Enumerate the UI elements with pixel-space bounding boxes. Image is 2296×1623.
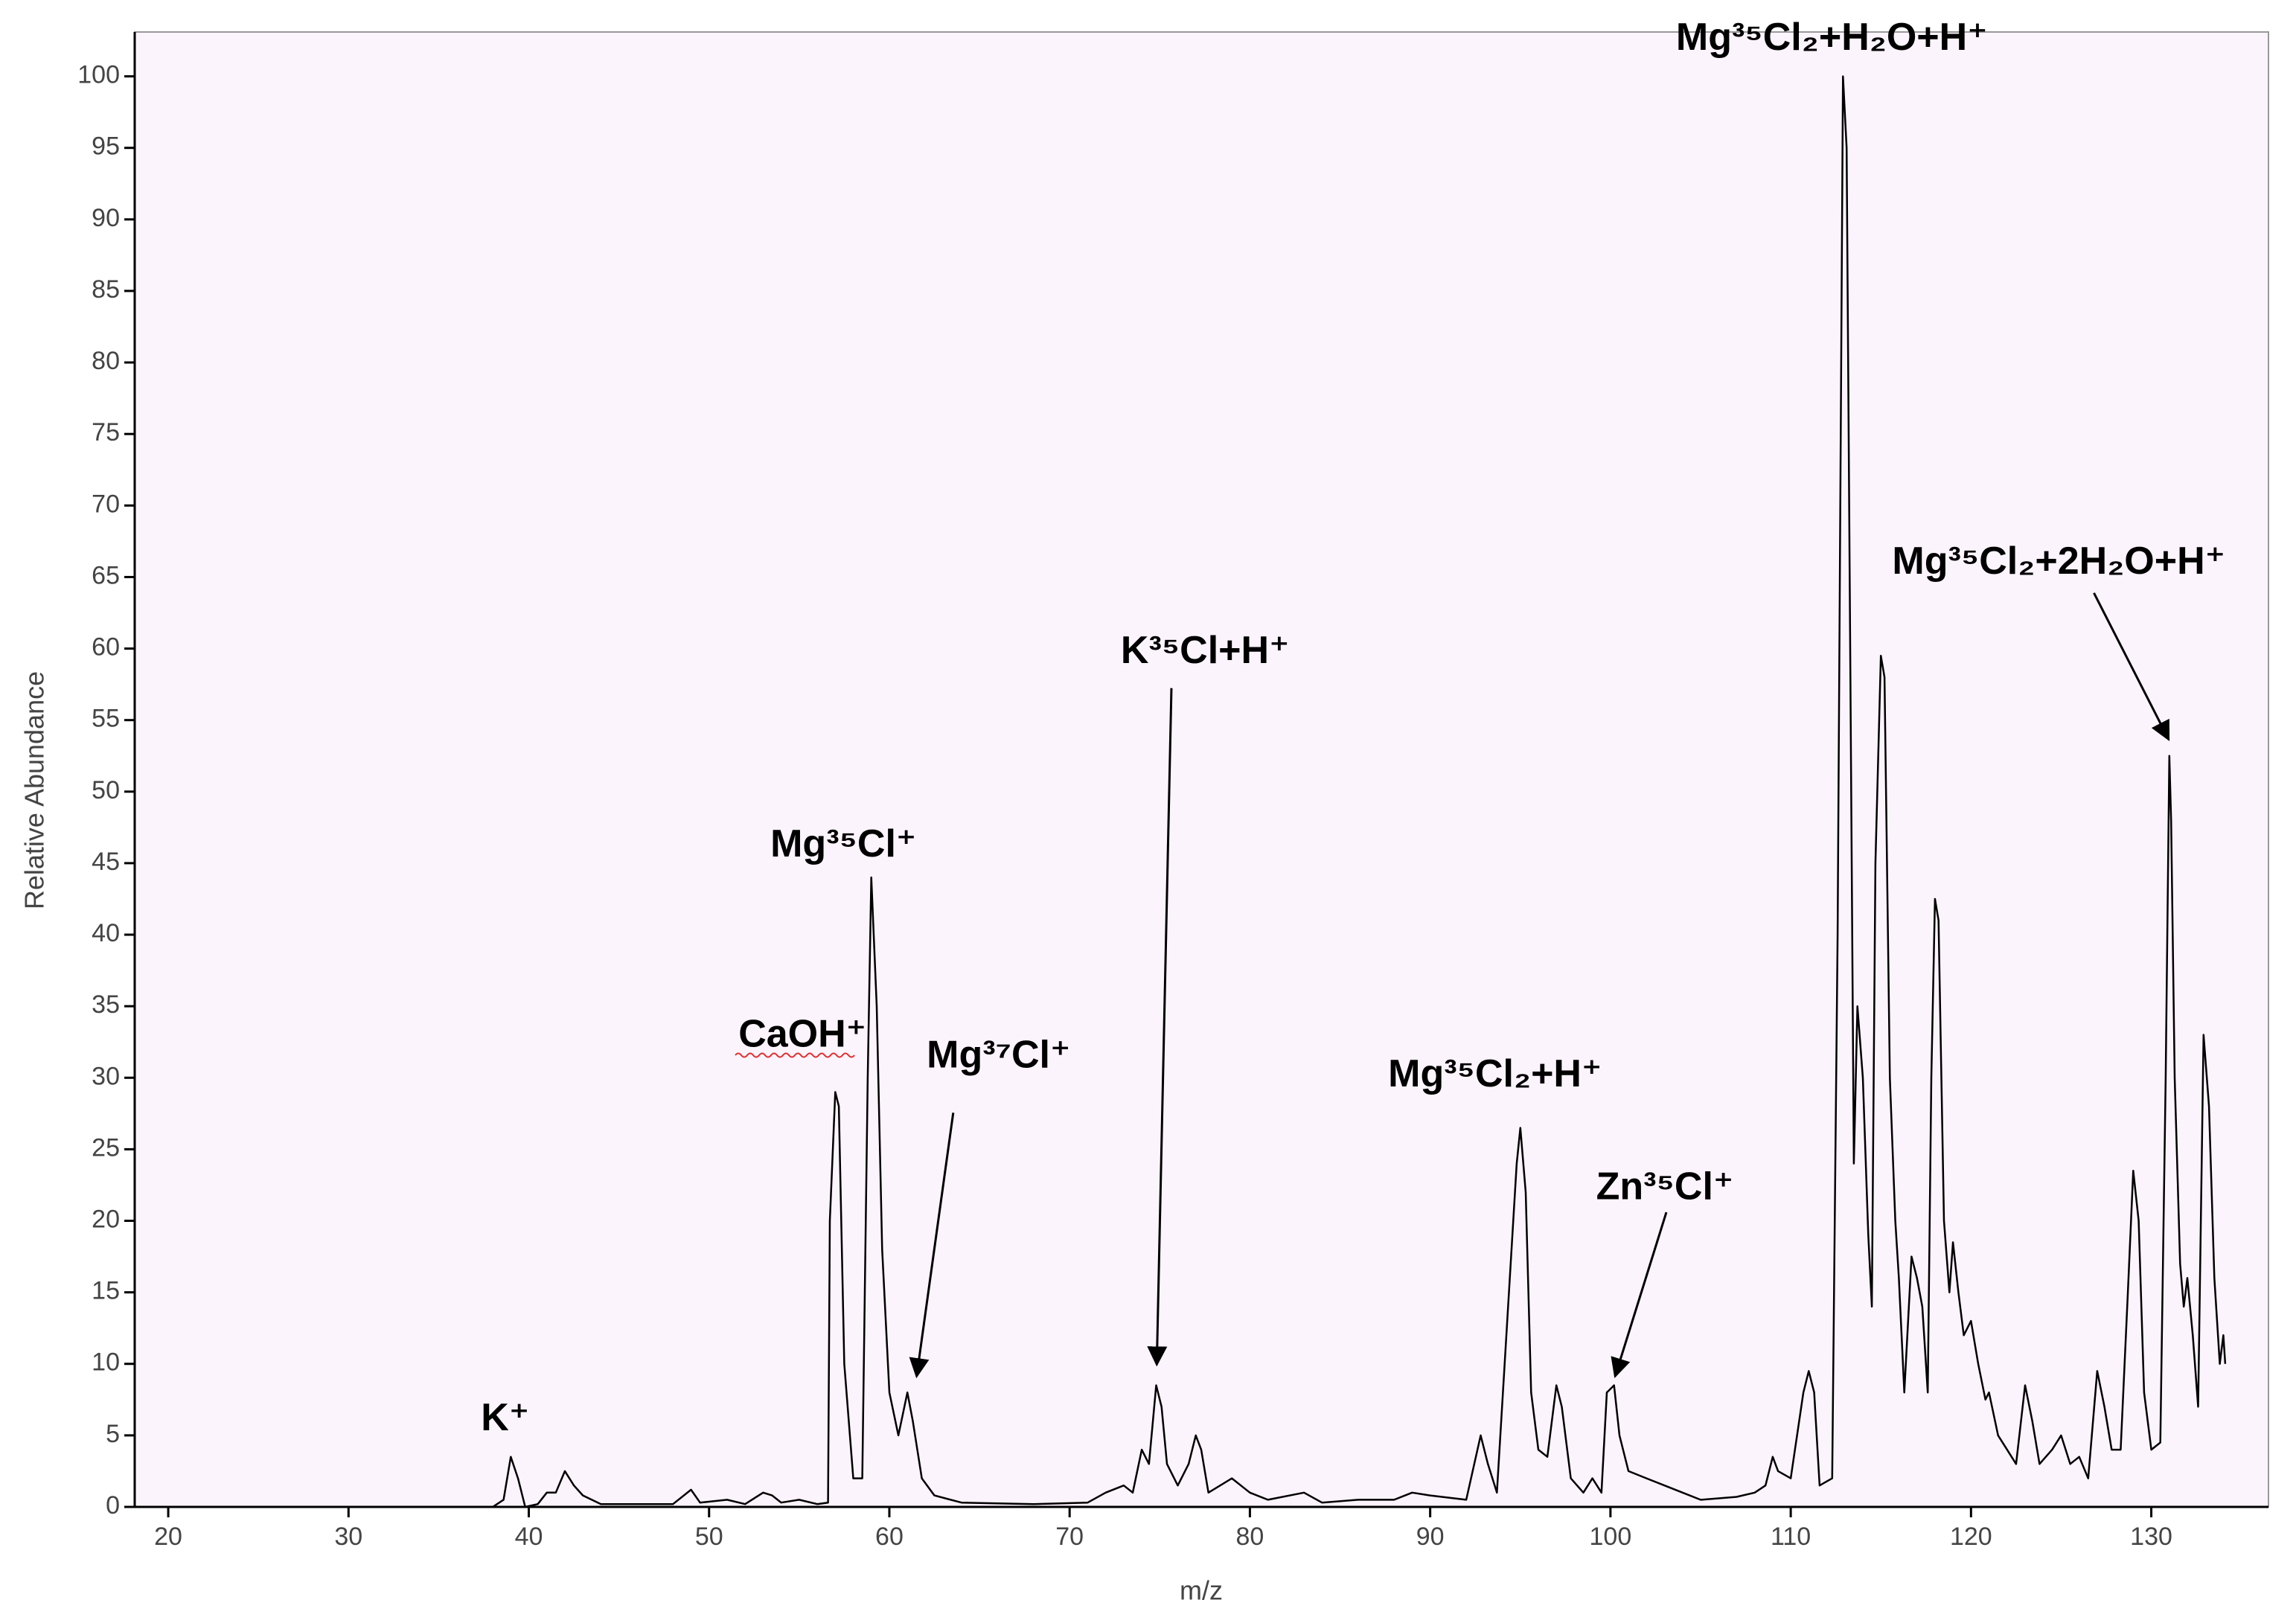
y-tick-label: 20: [92, 1206, 120, 1234]
spectrum-line: [141, 75, 2227, 1508]
y-tick-label: 5: [106, 1420, 120, 1448]
y-tick-label: 15: [92, 1277, 120, 1305]
annotation: Mg³⁵Cl₂+2H₂O+H⁺: [1892, 540, 2225, 583]
annotation: Zn³⁵Cl⁺: [1596, 1165, 1734, 1208]
x-tick-label: 50: [695, 1523, 723, 1551]
y-tick-label: 85: [92, 275, 120, 304]
y-tick-label: 80: [92, 347, 120, 375]
x-tick-label: 70: [1055, 1523, 1084, 1551]
x-tick-label: 30: [334, 1523, 362, 1551]
x-tick-label: 40: [515, 1523, 543, 1551]
y-tick-label: 25: [92, 1133, 120, 1162]
annotation: Mg³⁷Cl⁺: [927, 1033, 1070, 1076]
spellcheck-underline: [735, 1052, 855, 1058]
y-tick-label: 90: [92, 204, 120, 232]
annotation: Mg³⁵Cl₂+H₂O+H⁺: [1676, 16, 1988, 59]
y-axis-label: Relative Abundance: [19, 671, 50, 909]
ticks: 0 5 10 15 20 25 30 35 40 45 50 55 60 65 70 75 80 85 90 95 10…: [77, 61, 2172, 1551]
annotation: Mg³⁵Cl₂+H⁺: [1388, 1052, 1602, 1095]
y-tick-label: 70: [92, 490, 120, 518]
annotation-arrow: [909, 1113, 955, 1379]
annotation: CaOH⁺: [738, 1013, 866, 1056]
annotation: Mg³⁵Cl⁺: [770, 822, 916, 865]
annotation-arrow: [1611, 1211, 1668, 1379]
y-tick-label: 100: [77, 61, 120, 89]
x-axis-label: m/z: [1180, 1575, 1223, 1606]
annotation: K³⁵Cl+H⁺: [1121, 629, 1290, 672]
data: [141, 75, 2227, 1508]
x-tick-label: 60: [875, 1523, 904, 1551]
annotation-arrow: [2093, 592, 2170, 741]
annotation: K⁺: [481, 1396, 529, 1439]
y-tick-label: 75: [92, 418, 120, 446]
y-tick-label: 45: [92, 848, 120, 876]
y-tick-label: 40: [92, 919, 120, 947]
x-tick-label: 130: [2130, 1523, 2172, 1551]
y-tick-label: 95: [92, 132, 120, 161]
y-tick-label: 55: [92, 705, 120, 733]
y-tick-label: 65: [92, 561, 120, 589]
annotation-arrow: [1147, 688, 1173, 1367]
x-tick-label: 110: [1771, 1523, 1811, 1551]
x-tick-label: 120: [1950, 1523, 1992, 1551]
y-tick-label: 0: [106, 1491, 120, 1520]
y-tick-label: 10: [92, 1348, 120, 1377]
y-tick-label: 35: [92, 990, 120, 1019]
y-tick-label: 30: [92, 1062, 120, 1090]
x-tick-label: 20: [154, 1523, 182, 1551]
y-tick-label: 60: [92, 633, 120, 662]
x-tick-label: 100: [1590, 1523, 1632, 1551]
x-tick-label: 90: [1416, 1523, 1445, 1551]
y-tick-label: 50: [92, 776, 120, 804]
annotations: K⁺ CaOH⁺ Mg³⁵Cl⁺ Mg³⁷Cl⁺ K³⁵Cl+H⁺ Mg³⁵Cl₂+H⁺ Z…: [481, 16, 2225, 1439]
x-tick-label: 80: [1236, 1523, 1264, 1551]
